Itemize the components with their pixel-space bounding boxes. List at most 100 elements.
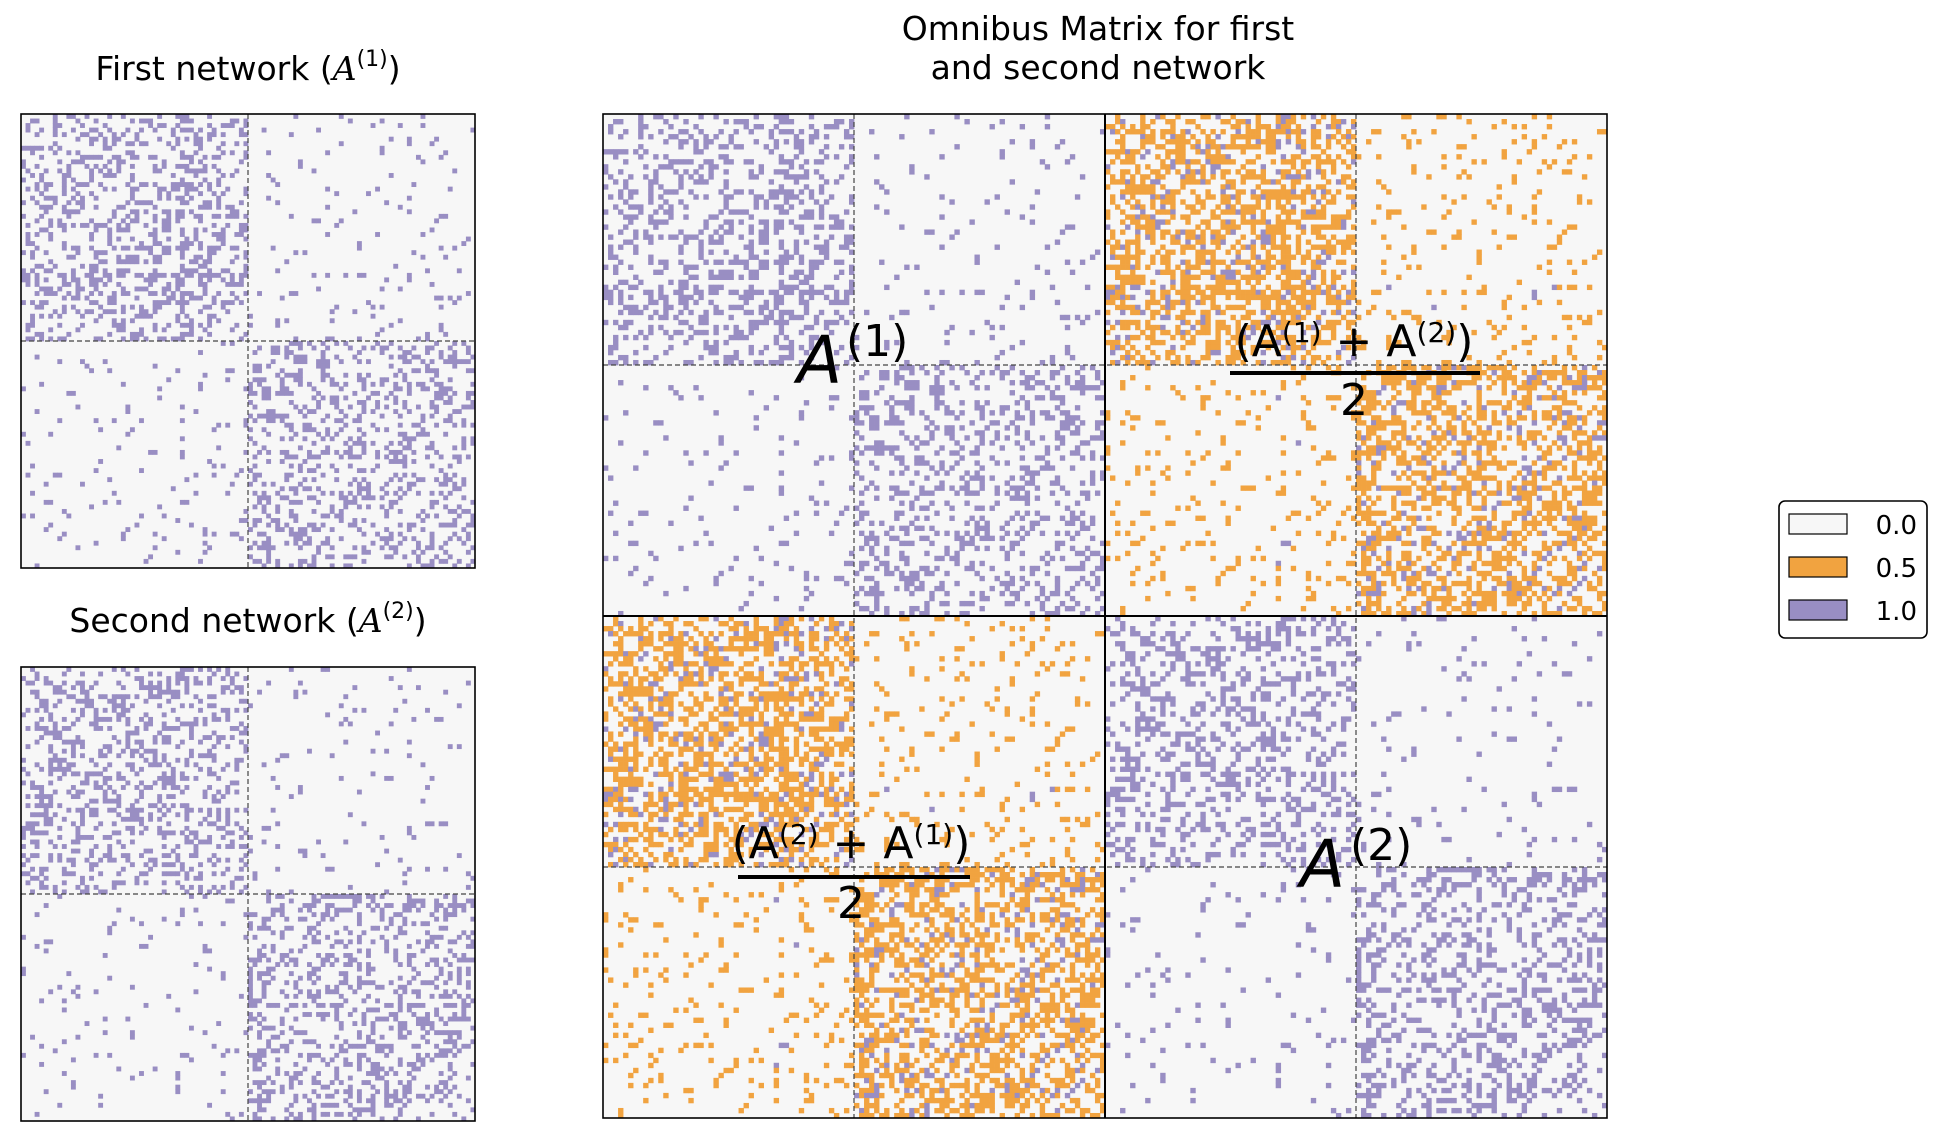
second-network-cell bbox=[393, 948, 399, 954]
first-network-cell bbox=[275, 563, 281, 569]
omnibus-cell bbox=[1275, 124, 1282, 130]
second-network-cell bbox=[57, 834, 63, 840]
first-network-cell bbox=[25, 322, 31, 328]
omnibus-cell bbox=[1130, 204, 1136, 210]
second-network-cell bbox=[252, 875, 258, 881]
second-network-cell bbox=[139, 807, 144, 813]
omnibus-cell bbox=[1376, 204, 1382, 210]
second-network-cell bbox=[388, 1093, 394, 1099]
omnibus-cell bbox=[1180, 179, 1186, 185]
second-network-cell bbox=[352, 894, 358, 899]
first-network-cell bbox=[316, 499, 321, 505]
second-network-cell bbox=[443, 689, 449, 695]
second-network-cell bbox=[202, 753, 208, 759]
first-network-cell bbox=[75, 404, 81, 410]
omnibus-cell bbox=[783, 174, 790, 180]
omnibus-cell bbox=[1285, 269, 1292, 275]
second-network-cell bbox=[21, 853, 26, 859]
second-network-cell bbox=[402, 921, 408, 927]
first-network-cell bbox=[438, 454, 444, 460]
first-network-cell bbox=[198, 263, 203, 269]
second-network-cell bbox=[447, 912, 453, 918]
first-network-cell bbox=[261, 545, 267, 551]
first-network-cell bbox=[452, 390, 458, 396]
first-network-cell bbox=[434, 136, 440, 142]
omnibus-cell bbox=[658, 129, 664, 135]
omnibus-cell bbox=[1255, 154, 1261, 160]
first-network-cell bbox=[207, 114, 213, 119]
second-network-cell bbox=[61, 866, 67, 872]
omnibus-cell bbox=[1330, 244, 1337, 250]
first-network-cell bbox=[198, 558, 203, 564]
second-network-cell bbox=[288, 971, 294, 977]
second-network-cell bbox=[198, 889, 203, 895]
omnibus-cell bbox=[1195, 194, 1201, 200]
omnibus-cell bbox=[663, 164, 669, 170]
first-network-cell bbox=[139, 418, 144, 424]
second-network-cell bbox=[293, 1016, 299, 1022]
omnibus-cell bbox=[688, 274, 694, 281]
omnibus-cell bbox=[673, 114, 679, 120]
second-network-cell bbox=[21, 1052, 26, 1058]
second-network-cell bbox=[216, 735, 222, 740]
omnibus-cell bbox=[628, 214, 634, 220]
omnibus-cell bbox=[1456, 154, 1462, 160]
first-network-cell bbox=[320, 372, 326, 378]
omnibus-cell bbox=[1305, 184, 1312, 190]
first-network-cell bbox=[98, 259, 104, 265]
first-network-cell bbox=[225, 490, 231, 496]
first-network-cell bbox=[270, 409, 276, 414]
omnibus-cell bbox=[1140, 204, 1146, 210]
omnibus-cell bbox=[1421, 204, 1427, 210]
omnibus-cell bbox=[1185, 174, 1191, 180]
first-network-cell bbox=[352, 418, 358, 424]
second-network-cell bbox=[393, 1093, 399, 1099]
second-network-cell bbox=[98, 671, 104, 677]
second-network-cell bbox=[361, 1012, 367, 1017]
omnibus-cell bbox=[1145, 174, 1151, 180]
second-network-cell bbox=[139, 744, 144, 750]
omnibus-cell bbox=[713, 274, 719, 281]
omnibus-cell bbox=[1150, 224, 1156, 230]
first-network-cell bbox=[397, 413, 403, 419]
first-network-cell bbox=[184, 168, 190, 174]
first-network-cell bbox=[311, 522, 317, 528]
second-network-cell bbox=[70, 707, 76, 713]
first-network-cell bbox=[293, 354, 299, 360]
omnibus-cell bbox=[688, 264, 694, 270]
omnibus-cell bbox=[1130, 179, 1136, 185]
second-network-cell bbox=[152, 762, 158, 768]
first-network-cell bbox=[116, 154, 122, 160]
omnibus-cell bbox=[1285, 194, 1292, 200]
first-network-cell bbox=[270, 345, 276, 351]
omnibus-cell bbox=[1280, 209, 1287, 215]
second-network-cell bbox=[257, 948, 262, 954]
second-network-cell bbox=[57, 803, 63, 809]
omnibus-cell bbox=[1235, 209, 1241, 215]
omnibus-cell bbox=[773, 219, 780, 225]
second-network-cell bbox=[161, 844, 167, 849]
omnibus-cell bbox=[1230, 244, 1236, 250]
first-network-cell bbox=[93, 263, 99, 269]
second-network-cell bbox=[166, 735, 172, 740]
second-network-cell bbox=[397, 1002, 403, 1008]
first-network-cell bbox=[443, 400, 449, 405]
second-network-cell bbox=[120, 694, 126, 700]
second-network-cell bbox=[415, 1116, 421, 1122]
second-network-cell bbox=[347, 957, 353, 963]
first-network-cell bbox=[366, 495, 371, 501]
second-network-cell bbox=[347, 812, 353, 818]
second-network-cell bbox=[98, 694, 104, 700]
second-network-cell bbox=[325, 912, 331, 918]
omnibus-cell bbox=[1140, 214, 1146, 220]
omnibus-cell bbox=[813, 129, 820, 135]
second-network-cell bbox=[116, 907, 122, 913]
first-network-cell bbox=[402, 463, 408, 469]
second-network-cell bbox=[456, 1093, 462, 1099]
omnibus-cell bbox=[1280, 239, 1287, 245]
omnibus-cell bbox=[718, 269, 724, 275]
second-network-cell bbox=[216, 739, 222, 745]
first-network-cell bbox=[89, 191, 94, 197]
first-network-cell bbox=[329, 508, 335, 514]
first-network-cell bbox=[202, 540, 208, 546]
